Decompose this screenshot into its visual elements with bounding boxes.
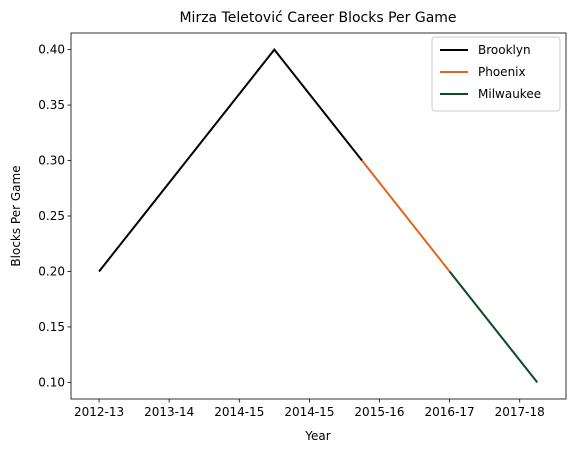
y-tick-label: 0.40 [38,43,65,57]
series-line-phoenix [361,159,451,273]
x-tick-label: 2015-16 [354,405,404,419]
x-tick-label: 2014-15 [214,405,264,419]
x-axis-label: Year [304,429,330,443]
series-line-milwaukee [448,270,539,383]
x-tick-label: 2012-13 [74,405,124,419]
x-tick-label: 2013-14 [144,405,194,419]
x-tick-label: 2014-15 [284,405,334,419]
legend-label-phoenix: Phoenix [478,65,526,79]
legend-label-milwaukee: Milwaukee [478,87,541,101]
legend-label-brooklyn: Brooklyn [478,43,531,57]
x-tick-label: 2016-17 [425,405,475,419]
legend-box [431,36,561,112]
x-tick-label: 2017-18 [495,405,545,419]
y-tick-label: 0.15 [38,320,65,334]
y-tick-label: 0.30 [38,154,65,168]
y-tick-label: 0.20 [38,264,65,278]
y-tick-label: 0.10 [38,375,65,389]
series-line-brooklyn [98,48,363,273]
y-axis-label: Blocks Per Game [9,165,23,266]
y-tick-label: 0.25 [38,209,65,223]
chart-title: Mirza Teletović Career Blocks Per Game [179,10,456,26]
y-tick-label: 0.35 [38,98,65,112]
